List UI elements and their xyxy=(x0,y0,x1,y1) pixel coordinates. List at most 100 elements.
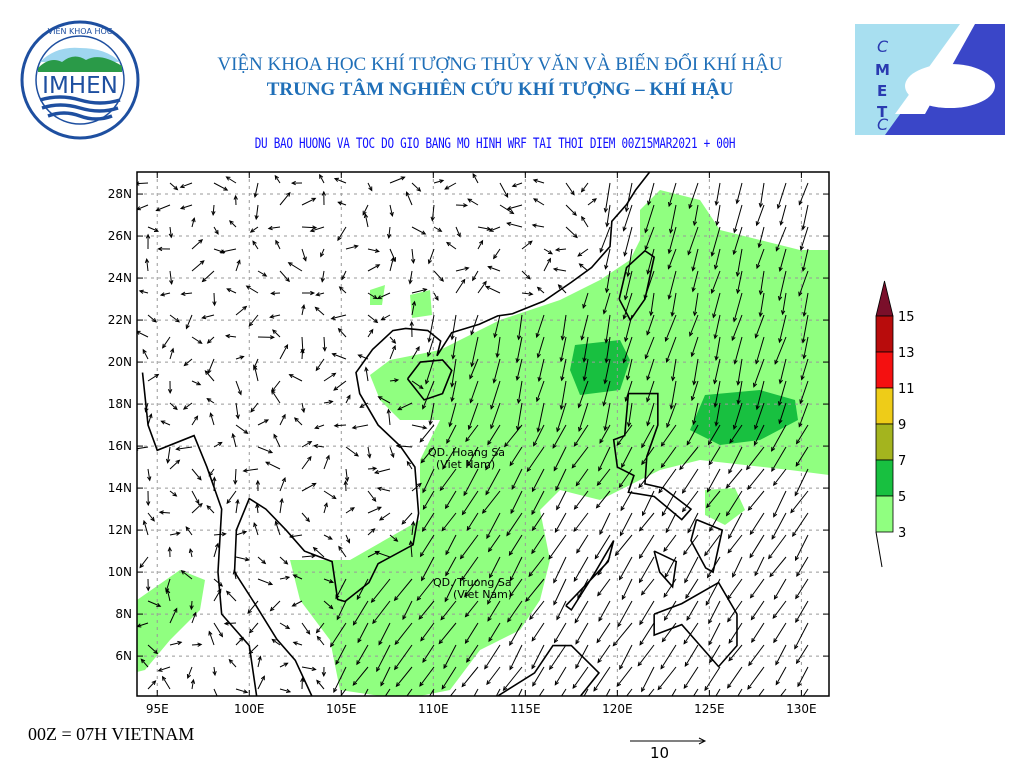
wind-arrow xyxy=(509,578,523,597)
wind-arrow xyxy=(255,204,259,220)
coastline xyxy=(653,581,738,668)
wind-arrow xyxy=(455,226,461,237)
wind-arrow xyxy=(554,666,567,685)
wind-arrow xyxy=(668,182,677,207)
wind-arrow xyxy=(411,424,427,429)
wind-arrowhead xyxy=(191,217,196,223)
wind-arrowhead xyxy=(795,594,800,600)
wind-arrow xyxy=(335,578,347,599)
wind-arrowhead xyxy=(225,176,231,181)
svg-text:M: M xyxy=(875,61,890,79)
wind-arrowhead xyxy=(235,414,240,420)
wind-arrow xyxy=(510,556,523,581)
wind-arrow xyxy=(422,644,435,663)
wind-arrow xyxy=(531,490,545,515)
wind-arrow xyxy=(142,349,149,360)
wind-arrowhead xyxy=(352,681,358,686)
wind-arrow xyxy=(525,578,545,602)
wind-arrow xyxy=(146,259,149,272)
wind-arrowhead xyxy=(281,413,286,419)
wind-arrowhead xyxy=(377,396,383,401)
wind-arrow xyxy=(709,512,721,532)
wind-arrow xyxy=(257,419,269,426)
wind-arrow xyxy=(184,358,193,366)
wind-arrow xyxy=(728,446,743,474)
wind-arrow xyxy=(220,248,237,253)
wind-arrowhead xyxy=(395,443,401,449)
wind-arrow xyxy=(686,424,699,445)
wind-arrow xyxy=(455,279,466,294)
wind-vectors xyxy=(137,172,809,714)
wind-arrow xyxy=(235,424,248,434)
wind-arrow xyxy=(384,688,391,696)
wind-arrow xyxy=(389,248,396,262)
wind-arrow xyxy=(401,512,413,525)
wind-arrow xyxy=(210,413,215,426)
wind-arrowhead xyxy=(451,354,456,360)
wind-arrow xyxy=(137,204,149,210)
wind-arrow xyxy=(756,204,765,226)
wind-arrowhead xyxy=(728,709,731,713)
wind-arrowhead xyxy=(560,376,565,382)
wind-arrowhead xyxy=(165,458,171,464)
wind-arrow xyxy=(208,468,215,476)
wind-arrowhead xyxy=(420,636,425,642)
wind-arrowhead xyxy=(146,501,151,507)
wind-arrowhead xyxy=(367,453,372,459)
wind-arrow xyxy=(583,336,589,362)
wind-arrowhead xyxy=(444,597,449,603)
wind-arrowhead xyxy=(573,577,578,583)
legend-swatch xyxy=(875,423,894,461)
wind-arrowhead xyxy=(706,573,712,579)
wind-arrowhead xyxy=(801,225,806,231)
wind-arrowhead xyxy=(262,272,268,277)
wind-arrow xyxy=(256,504,259,514)
wind-arrow xyxy=(661,622,677,642)
wind-arrowhead xyxy=(179,205,186,210)
wind-arrow xyxy=(526,446,545,472)
wind-arrow xyxy=(423,490,435,510)
wind-arrowhead xyxy=(165,587,170,593)
wind-arrow xyxy=(555,468,567,491)
wind-arrow xyxy=(411,182,421,192)
wind-arrowhead xyxy=(302,256,307,262)
wind-arrow xyxy=(367,446,371,458)
wind-arrowhead xyxy=(351,425,357,430)
wind-arrow xyxy=(565,226,578,238)
wind-arrow xyxy=(440,468,457,491)
wind-arrowhead xyxy=(604,264,609,270)
wind-arrowhead xyxy=(780,310,786,316)
wind-arrow xyxy=(639,534,655,559)
wind-arrowhead xyxy=(515,375,520,382)
wind-arrowhead xyxy=(664,336,669,343)
wind-arrowhead xyxy=(411,300,417,306)
wind-arrowhead xyxy=(463,491,468,497)
wind-arrow xyxy=(728,512,743,539)
wind-arrow xyxy=(323,336,326,351)
wind-arrow xyxy=(345,446,359,457)
wind-arrowhead xyxy=(758,290,764,296)
wind-arrow xyxy=(249,622,259,634)
wind-arrowhead xyxy=(490,424,495,430)
wind-arrow xyxy=(169,226,172,238)
wind-arrowhead xyxy=(390,256,395,262)
wind-arrow xyxy=(301,248,307,261)
wind-arrow xyxy=(323,401,333,404)
wind-arrowhead xyxy=(557,284,563,289)
wind-arrow xyxy=(339,286,347,294)
wind-arrowhead xyxy=(250,407,255,413)
wind-arrow xyxy=(577,248,589,257)
wind-arrow xyxy=(279,622,290,629)
wind-arrowhead xyxy=(274,174,279,180)
wind-arrow xyxy=(775,644,787,665)
wind-arrow xyxy=(618,468,633,488)
wind-arrowhead xyxy=(531,664,536,670)
wind-arrowhead xyxy=(169,279,174,286)
annotation-truong-sa: QD. Truong Sa (Viet Nam) xyxy=(433,576,512,601)
wind-arrow xyxy=(377,487,391,492)
wind-arrow xyxy=(422,468,435,493)
wind-arrow xyxy=(660,644,677,669)
wind-arrow xyxy=(387,409,391,426)
lat-label: 10N xyxy=(108,565,132,579)
wind-arrowhead xyxy=(465,710,468,714)
